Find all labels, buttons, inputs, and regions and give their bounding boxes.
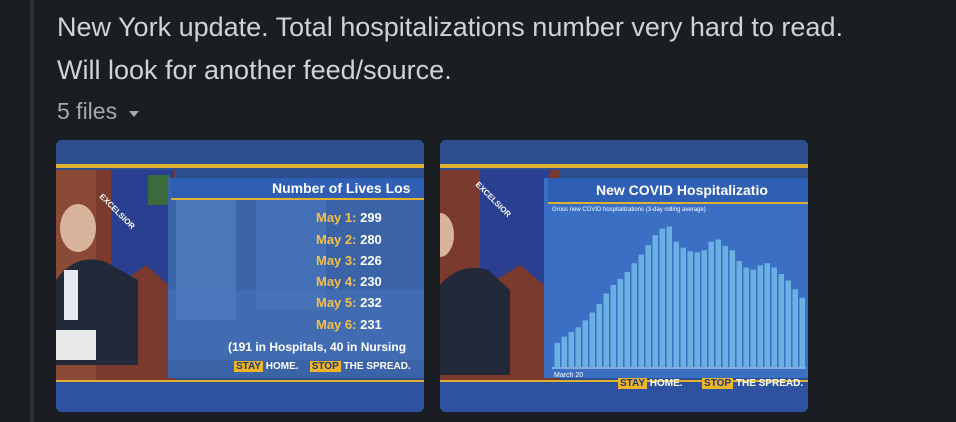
files-toggle[interactable]: 5 files [57,98,140,125]
chart-bar [659,228,665,367]
chart-subtitle: Gross new COVID hospitalizations (3-day … [552,207,706,213]
chart-bar [568,332,574,367]
chart-bar [589,312,595,367]
chart-bar [652,235,658,367]
chart-bar [750,269,756,367]
chart-bar [638,254,644,367]
lives-lost-banner-title: Number of Lives Los [272,180,411,196]
lives-lost-scene [56,140,424,412]
chart-bar [610,284,616,367]
hospitalizations-banner-title: New COVID Hospitalizatio [596,182,768,198]
chart-bar [701,250,707,367]
presenter-figure [440,267,510,375]
chart-bar [673,241,679,367]
chart-bar [764,263,770,367]
chart-bar [687,251,693,367]
flag-shape [480,170,550,290]
chart-bar [785,280,791,367]
message-line-1: New York update. Total hospitalizations … [57,12,843,42]
lives-row: May 3: 226 [316,253,382,268]
chart-bar [582,320,588,367]
chart-bar [708,241,714,367]
chart-x-start-label: March 20 [554,372,584,379]
message-line-2: Will look for another feed/source. [57,55,452,85]
chart-bar [771,267,777,367]
image-thumbnail-hospitalizations[interactable]: New COVID Hospitalizatio EXCELSIOR Gross… [440,140,808,412]
message-body: New York update. Total hospitalizations … [57,6,937,92]
chart-bar [743,267,749,367]
chart-bar [666,226,672,367]
files-count-label: 5 files [57,98,118,124]
chart-bar [792,289,798,367]
chart-bar [694,252,700,367]
thread-rail [30,0,34,422]
hospitals-note: (191 in Hospitals, 40 in Nursing [228,340,407,354]
chart-bar [624,271,630,367]
chart-bar [596,303,602,367]
slogan: STAY HOME. STOP THE SPREAD. [234,361,411,372]
chart-bar [778,274,784,367]
chart-bar [631,263,637,367]
chart-bar [645,245,651,367]
hospitalizations-chart [440,140,808,412]
lives-row: May 4: 230 [316,274,382,289]
caret-down-icon [129,110,140,117]
chart-bar [736,261,742,367]
chart-bar [799,297,805,367]
chart-bar [561,336,567,367]
chart-bar [617,278,623,367]
chart-bar [729,250,735,367]
lives-row: May 2: 280 [316,232,382,247]
lives-row: May 1: 299 [316,210,382,225]
lives-row: May 6: 231 [316,317,382,332]
chart-bar [757,265,763,367]
chart-bar [680,247,686,367]
chart-bar [603,293,609,367]
chart-bar [554,342,560,367]
chart-bar [722,245,728,367]
image-thumbnail-lives-lost[interactable]: Number of Lives Los EXCELSIOR May 1: 299… [56,140,424,412]
lives-row: May 5: 232 [316,295,382,310]
chart-bar [575,327,581,367]
slogan: STAY HOME. STOP THE SPREAD. [618,378,804,389]
chart-bar [715,239,721,367]
bar-series [554,226,805,367]
